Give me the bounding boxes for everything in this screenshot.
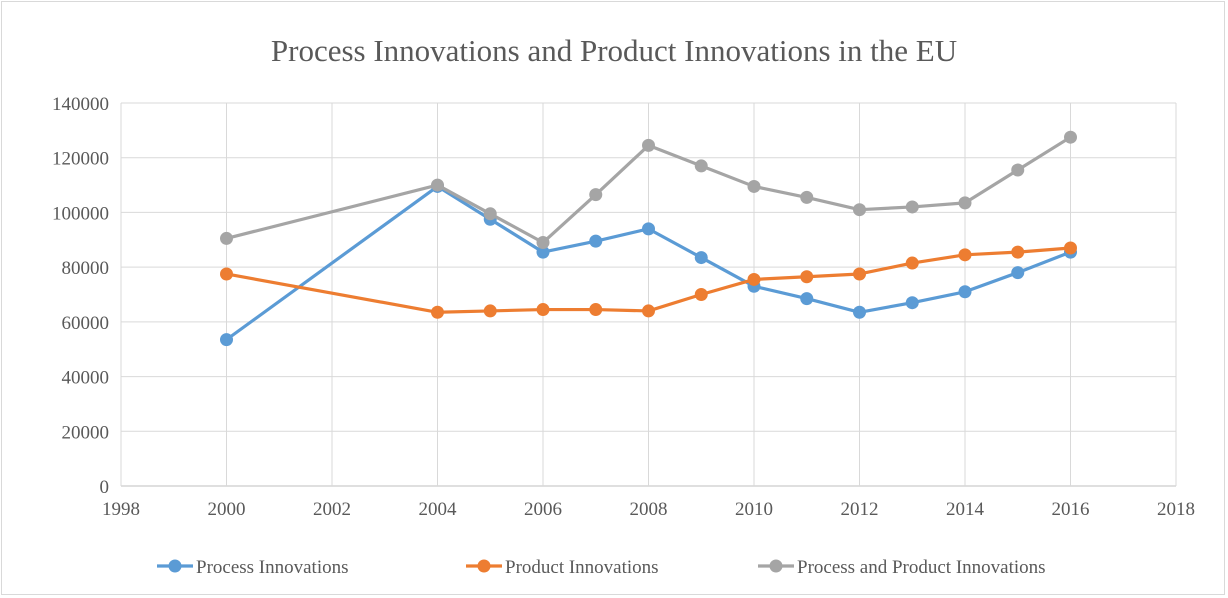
data-point — [905, 200, 919, 214]
y-tick-label: 140000 — [52, 94, 109, 115]
y-tick-label: 100000 — [52, 203, 109, 224]
x-tick-label: 2012 — [841, 499, 879, 520]
chart-title: Process Innovations and Product Innovati… — [271, 33, 957, 68]
data-point — [483, 207, 497, 221]
data-point — [536, 303, 550, 317]
data-point — [694, 288, 708, 301]
data-point — [220, 267, 233, 281]
data-point — [694, 251, 708, 265]
series-line — [226, 246, 1071, 314]
data-point — [1011, 266, 1025, 280]
data-point — [800, 292, 814, 306]
gridlines — [120, 102, 1177, 487]
y-tick-label: 60000 — [62, 313, 110, 334]
data-point — [1011, 163, 1025, 177]
data-point — [1011, 245, 1025, 259]
data-point — [853, 305, 866, 319]
x-tick-label: 2000 — [208, 499, 246, 520]
legend-label: Product Innovations — [505, 557, 659, 578]
legend-marker — [477, 559, 491, 573]
data-point — [589, 234, 603, 248]
legend: Process Innovations Product Innovations Pr… — [157, 557, 1046, 578]
x-tick-label: 2016 — [1052, 499, 1090, 520]
y-tick-label: 120000 — [52, 149, 109, 170]
data-point — [220, 231, 233, 245]
data-point — [483, 304, 497, 318]
x-tick-label: 2014 — [946, 499, 985, 520]
y-tick-label: 0 — [100, 477, 110, 498]
legend-marker — [168, 559, 182, 573]
data-point — [642, 138, 655, 152]
data-point — [1064, 130, 1077, 144]
data-point — [853, 267, 866, 281]
legend-label: Process and Product Innovations — [797, 557, 1046, 578]
data-point — [694, 159, 708, 173]
legend-item: Product Innovations — [466, 557, 659, 578]
x-axis-ticks: 1998 2000 2002 2004 2006 2008 2010 2012 2014 2016… — [102, 499, 1195, 520]
data-point — [642, 304, 655, 318]
data-point — [589, 303, 603, 317]
x-tick-label: 2004 — [419, 499, 458, 520]
y-axis-ticks: 0 20000 40000 60000 80000 100000 120000 140000 — [52, 94, 109, 498]
x-tick-label: 1998 — [102, 499, 140, 520]
data-point — [958, 248, 972, 262]
data-point — [905, 256, 919, 270]
data-point — [958, 196, 972, 210]
y-tick-label: 40000 — [62, 368, 110, 389]
data-point — [800, 270, 814, 284]
data-point — [431, 305, 444, 319]
data-point — [431, 178, 444, 192]
x-tick-label: 2008 — [630, 499, 668, 520]
y-tick-label: 80000 — [62, 258, 110, 279]
y-tick-label: 20000 — [62, 422, 110, 443]
series-group — [220, 130, 1077, 347]
data-point — [536, 245, 550, 259]
x-tick-label: 2002 — [313, 499, 351, 520]
legend-item: Process Innovations — [157, 557, 349, 578]
data-point — [958, 285, 972, 299]
legend-item: Process and Product Innovations — [758, 557, 1046, 578]
data-point — [747, 272, 761, 286]
x-tick-label: 2010 — [735, 499, 773, 520]
data-point — [1064, 241, 1077, 255]
data-point — [853, 203, 866, 217]
series-2 — [220, 241, 1077, 319]
data-point — [642, 222, 655, 236]
series-3 — [220, 130, 1077, 250]
series-line — [225, 184, 1072, 341]
data-point — [747, 179, 761, 193]
data-point — [536, 236, 550, 250]
legend-label: Process Innovations — [196, 557, 349, 578]
data-point — [220, 333, 233, 347]
legend-marker — [769, 559, 783, 573]
x-tick-label: 2006 — [524, 499, 562, 520]
data-point — [589, 188, 603, 202]
data-point — [800, 190, 814, 204]
series-line — [226, 135, 1072, 245]
x-tick-label: 2018 — [1157, 499, 1195, 520]
data-point — [905, 296, 919, 310]
